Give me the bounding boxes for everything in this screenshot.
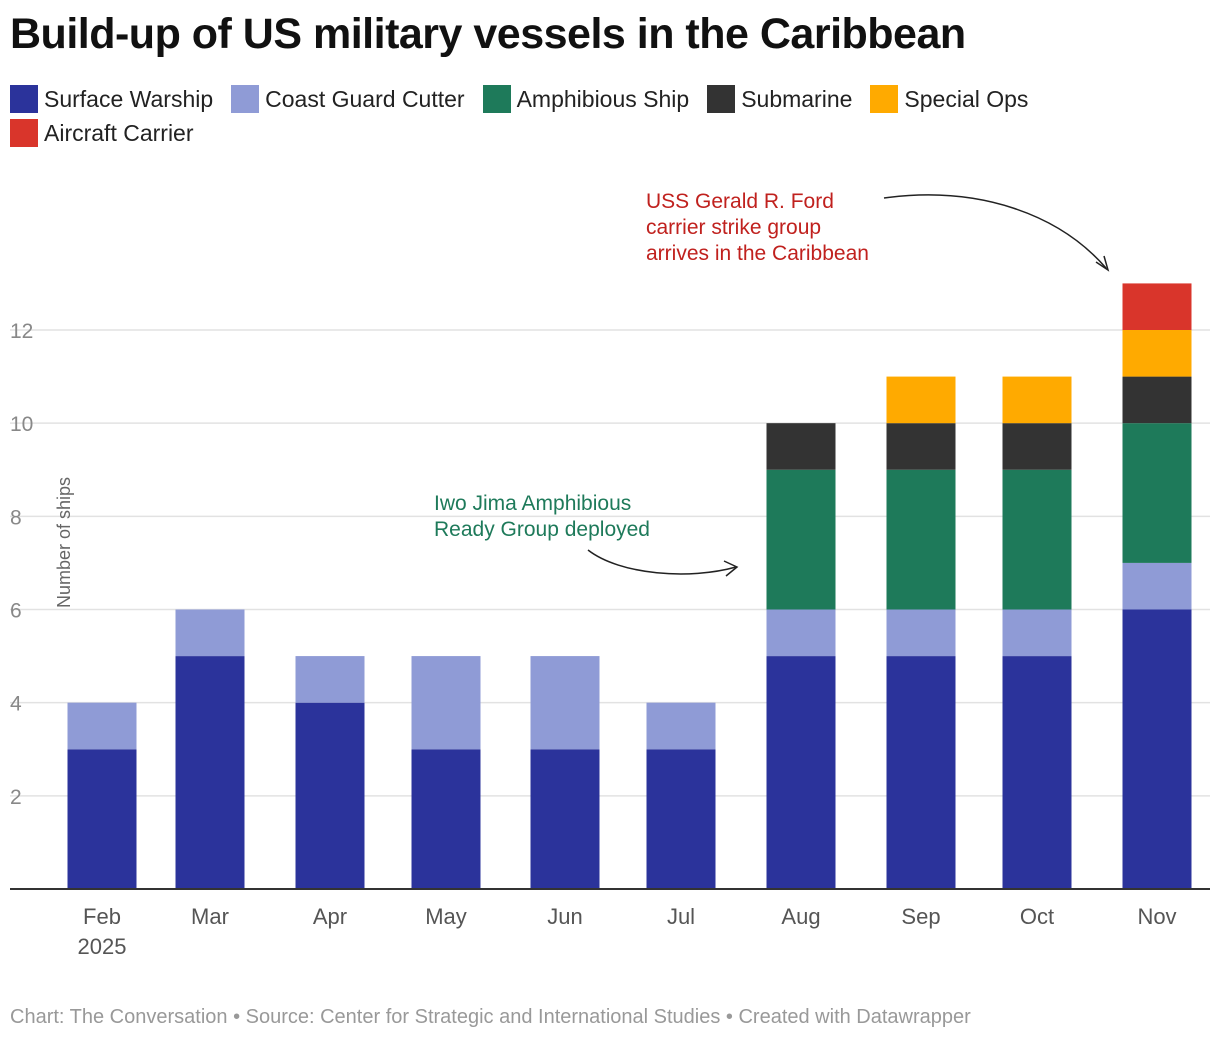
legend-item: Aircraft Carrier (10, 116, 194, 150)
y-tick-label: 8 (10, 506, 22, 529)
x-tick-label: Mar (191, 904, 229, 929)
x-tick-label: Oct (1020, 904, 1054, 929)
bar-segment (886, 423, 956, 470)
annotation-text: arrives in the Caribbean (646, 242, 869, 265)
legend-label: Special Ops (904, 86, 1029, 112)
annotation-arrow (883, 194, 1107, 269)
y-tick-label: 12 (10, 320, 33, 343)
chart-title: Build-up of US military vessels in the C… (10, 10, 966, 58)
bar-segment (67, 749, 137, 889)
legend-swatch (870, 85, 899, 113)
bar-segment (646, 702, 716, 750)
footer-credits: Chart: The Conversation • Source: Center… (10, 1006, 971, 1028)
bar-segment (1122, 376, 1192, 424)
legend-swatch (231, 85, 260, 113)
bar-segment (411, 749, 481, 889)
x-tick-label: Sep (901, 904, 940, 929)
x-tick-label: Nov (1137, 904, 1176, 929)
bar-segment (766, 469, 836, 610)
bar-segment (67, 702, 137, 750)
bar-segment (886, 609, 956, 657)
annotation-text: Iwo Jima Amphibious (434, 492, 631, 515)
bar-segment (766, 609, 836, 657)
bar-segment (295, 702, 365, 889)
bar-segment (646, 749, 716, 889)
bar-segment (530, 749, 600, 889)
x-tick-label: Feb (83, 904, 121, 929)
bar-segment (175, 656, 245, 889)
bar-segment (1002, 609, 1072, 657)
bar-segment (1002, 376, 1072, 424)
x-tick-label: Jul (667, 904, 695, 929)
bar-segment (295, 656, 365, 703)
annotation-arrowhead (723, 560, 739, 577)
annotation-text: carrier strike group (646, 216, 821, 239)
bar-segment (886, 656, 956, 889)
y-tick-label: 4 (10, 693, 22, 716)
annotation-arrowhead (1095, 255, 1110, 272)
bar-segment (766, 423, 836, 470)
bar-segment (1122, 423, 1192, 563)
bar-segment (1122, 609, 1192, 889)
bar-segment (1002, 469, 1072, 610)
bar-segment (766, 656, 836, 889)
legend-item: Special Ops (870, 82, 1028, 116)
legend-item: Amphibious Ship (482, 82, 690, 116)
bar-segment (1002, 656, 1072, 889)
legend-swatch (10, 119, 38, 147)
y-tick-label: 2 (10, 786, 22, 809)
x-tick-label: Apr (313, 904, 347, 929)
legend-item: Coast Guard Cutter (231, 82, 465, 116)
annotation-text: USS Gerald R. Ford (646, 190, 834, 213)
y-tick-label: 6 (10, 600, 22, 623)
annotation-text: Ready Group deployed (434, 518, 650, 541)
x-tick-label: May (425, 904, 467, 929)
legend-swatch (707, 85, 736, 113)
legend-label: Amphibious Ship (516, 86, 690, 112)
x-tick-label: Jun (547, 904, 582, 929)
bar-segment (1002, 423, 1072, 470)
legend-label: Surface Warship (44, 86, 214, 112)
legend-label: Aircraft Carrier (44, 120, 194, 146)
legend-swatch (10, 85, 38, 113)
legend-label: Submarine (741, 86, 853, 112)
bar-segment (1122, 283, 1192, 330)
legend: Surface Warship Coast Guard Cutter Amphibi… (10, 82, 1210, 150)
bar-segment (886, 376, 956, 424)
y-axis-label: Number of ships (54, 477, 74, 608)
bar-segment (530, 656, 600, 750)
annotation-arrow (587, 549, 737, 575)
bar-segment (1122, 330, 1192, 377)
bar-segment (175, 609, 245, 657)
legend-item: Surface Warship (10, 82, 213, 116)
legend-label: Coast Guard Cutter (265, 86, 465, 112)
bar-segment (411, 656, 481, 750)
legend-item: Submarine (707, 82, 852, 116)
x-tick-label: Aug (781, 904, 820, 929)
bar-segment (886, 469, 956, 610)
legend-swatch (482, 85, 511, 113)
y-tick-label: 10 (10, 413, 33, 436)
bar-segment (1122, 562, 1192, 610)
x-tick-sublabel: 2025 (78, 934, 127, 959)
